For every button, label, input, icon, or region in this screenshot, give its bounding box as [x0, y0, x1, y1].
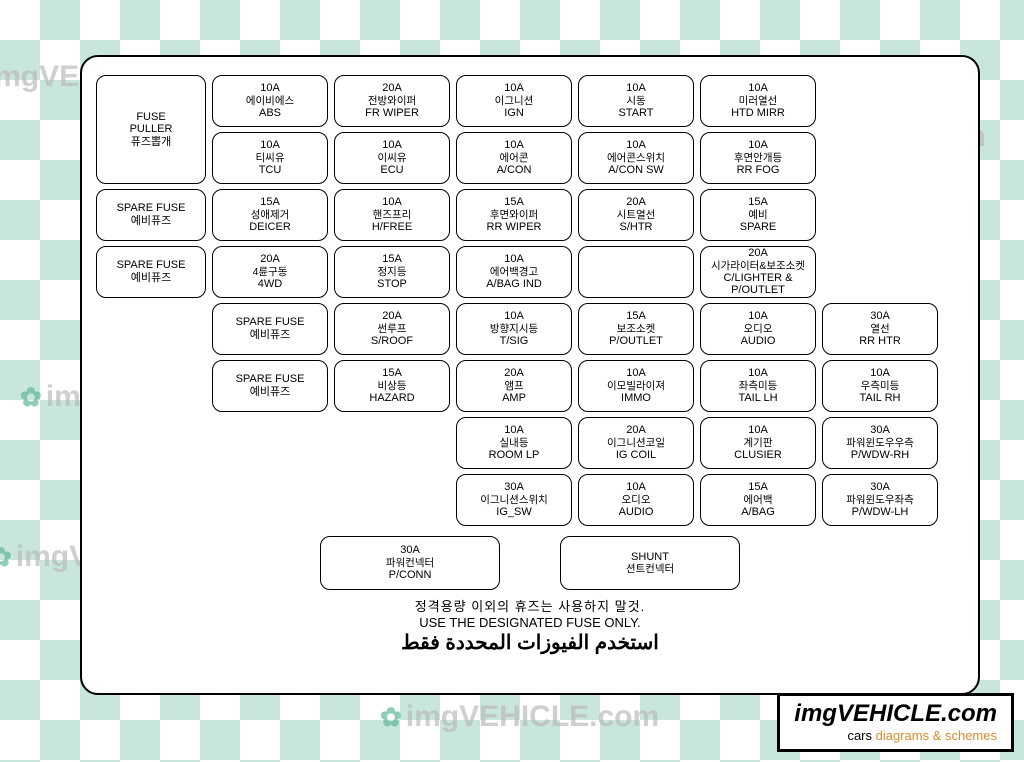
fuse-4wd: 20A4륜구동4WD — [212, 246, 328, 298]
fuse-tcu: 10A티씨유TCU — [212, 132, 328, 184]
fuse-hazard: 15A비상등HAZARD — [334, 360, 450, 412]
fuse-immo: 10A이모빌라이져IMMO — [578, 360, 694, 412]
fuse-t-sig: 10A방향지시등T/SIG — [456, 303, 572, 355]
fuse-p-wdw-lh: 30A파워윈도우좌측P/WDW-LH — [822, 474, 938, 526]
fuse-spare: 15A예비SPARE — [700, 189, 816, 241]
fuse-ecu: 10A이씨유ECU — [334, 132, 450, 184]
fuse-s-htr: 20A시트열선S/HTR — [578, 189, 694, 241]
fuse-panel: FUSEPULLER퓨즈뽑개10A에이비에스ABS20A전방와이퍼FR WIPE… — [80, 55, 980, 695]
fuse-a-con: 10A에어콘A/CON — [456, 132, 572, 184]
fuse-ig-sw: 30A이그니션스위치IG_SW — [456, 474, 572, 526]
note-en: USE THE DESIGNATED FUSE ONLY. — [96, 615, 964, 630]
bottom-fuse-shunt: SHUNT션트컨넥터 — [560, 536, 740, 590]
notes: 정격용량 이외의 휴즈는 사용하지 말것. USE THE DESIGNATED… — [96, 596, 964, 655]
fuse-abs: 10A에이비에스ABS — [212, 75, 328, 127]
fuse-cell: SPARE FUSE예비퓨즈 — [212, 360, 328, 412]
fuse-p-wdw-rh: 30A파워윈도우우측P/WDW-RH — [822, 417, 938, 469]
note-kr: 정격용량 이외의 휴즈는 사용하지 말것. — [96, 596, 964, 615]
fuse-start: 10A시동START — [578, 75, 694, 127]
fuse-rr-fog: 10A후면안개등RR FOG — [700, 132, 816, 184]
fuse-tail-lh: 10A좌측미등TAIL LH — [700, 360, 816, 412]
fuse-a-bag-ind: 10A에어백경고A/BAG IND — [456, 246, 572, 298]
fuse-c-lighter-p-outlet: 20A시가라이터&보조소켓C/LIGHTER & P/OUTLET — [700, 246, 816, 298]
fuse-ig-coil: 20A이그니션코일IG COIL — [578, 417, 694, 469]
fuse-fr-wiper: 20A전방와이퍼FR WIPER — [334, 75, 450, 127]
fuse-cell — [578, 246, 694, 298]
fuse-cell: SPARE FUSE예비퓨즈 — [96, 189, 206, 241]
fuse-htd-mirr: 10A미러열선HTD MIRR — [700, 75, 816, 127]
fuse-a-con-sw: 10A에어콘스위치A/CON SW — [578, 132, 694, 184]
fuse-ign: 10A이그니션IGN — [456, 75, 572, 127]
fuse-s-roof: 20A썬루프S/ROOF — [334, 303, 450, 355]
fuse-audio: 10A오디오AUDIO — [578, 474, 694, 526]
fuse-grid: FUSEPULLER퓨즈뽑개10A에이비에스ABS20A전방와이퍼FR WIPE… — [96, 75, 964, 526]
fuse-cell: SPARE FUSE예비퓨즈 — [96, 246, 206, 298]
fuse-room-lp: 10A실내등ROOM LP — [456, 417, 572, 469]
fuse-stop: 15A정지등STOP — [334, 246, 450, 298]
badge-sub: cars diagrams & schemes — [794, 728, 997, 743]
fuse-a-bag: 15A에어백A/BAG — [700, 474, 816, 526]
fuse-audio: 10A오디오AUDIO — [700, 303, 816, 355]
fuse-clusier: 10A계기판CLUSIER — [700, 417, 816, 469]
fuse-cell: SPARE FUSE예비퓨즈 — [212, 303, 328, 355]
note-ar: استخدم الفيوزات المحددة فقط — [96, 630, 964, 655]
fuse-deicer: 15A성애제거DEICER — [212, 189, 328, 241]
source-badge: imgVEHICLE.com cars diagrams & schemes — [777, 693, 1014, 752]
fuse-h-free: 10A핸즈프리H/FREE — [334, 189, 450, 241]
fuse-p-outlet: 15A보조소켓P/OUTLET — [578, 303, 694, 355]
bottom-row: 30A파워컨넥터P/CONN SHUNT션트컨넥터 — [96, 536, 964, 590]
fuse-amp: 20A앰프AMP — [456, 360, 572, 412]
badge-title: imgVEHICLE.com — [794, 700, 997, 728]
fuse-rr-wiper: 15A후면와이퍼RR WIPER — [456, 189, 572, 241]
fuse-cell: FUSEPULLER퓨즈뽑개 — [96, 75, 206, 184]
fuse-tail-rh: 10A우측미등TAIL RH — [822, 360, 938, 412]
bottom-fuse-p-conn: 30A파워컨넥터P/CONN — [320, 536, 500, 590]
fuse-rr-htr: 30A열선RR HTR — [822, 303, 938, 355]
